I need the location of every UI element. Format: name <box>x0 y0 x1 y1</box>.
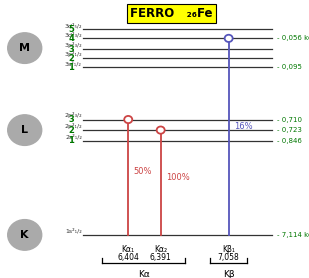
Text: 3s²₁/₂: 3s²₁/₂ <box>65 61 82 66</box>
Text: 2: 2 <box>68 54 74 63</box>
Text: 100%: 100% <box>166 173 190 182</box>
Text: 3p²₃/₂: 3p²₃/₂ <box>64 42 82 48</box>
Text: 3: 3 <box>68 45 74 54</box>
Text: FERRO   ₂₆Fe: FERRO ₂₆Fe <box>130 7 213 20</box>
Text: 2: 2 <box>68 126 74 135</box>
Text: 1: 1 <box>68 136 74 145</box>
Text: M: M <box>19 43 30 53</box>
Circle shape <box>8 33 42 63</box>
Circle shape <box>157 126 165 134</box>
Text: 7,058: 7,058 <box>218 253 239 262</box>
Circle shape <box>8 115 42 145</box>
Text: L: L <box>21 125 28 135</box>
Text: Kα: Kα <box>138 270 150 278</box>
Circle shape <box>225 35 233 42</box>
Text: 1: 1 <box>68 63 74 72</box>
Text: - 0,095: - 0,095 <box>277 64 302 70</box>
Circle shape <box>124 116 132 123</box>
Text: - 0,723: - 0,723 <box>277 127 302 133</box>
Text: - 0,056 keV: - 0,056 keV <box>277 35 309 41</box>
Text: - 0,710: - 0,710 <box>277 116 302 123</box>
Text: 3: 3 <box>68 115 74 124</box>
Text: 6,391: 6,391 <box>150 253 171 262</box>
Text: 50%: 50% <box>134 167 152 176</box>
Text: - 7,114 keV: - 7,114 keV <box>277 232 309 238</box>
Text: 6,404: 6,404 <box>117 253 139 262</box>
Text: Kβ: Kβ <box>223 270 235 278</box>
Text: 1s²₁/₂: 1s²₁/₂ <box>65 228 82 234</box>
Text: Kα₂: Kα₂ <box>154 245 167 254</box>
Text: 2p²₁/₂: 2p²₁/₂ <box>64 123 82 129</box>
Text: 16%: 16% <box>234 122 253 131</box>
Text: 4: 4 <box>68 34 74 43</box>
Text: 2p²₃/₂: 2p²₃/₂ <box>64 112 82 118</box>
Circle shape <box>8 220 42 250</box>
Text: Kβ₁: Kβ₁ <box>222 245 235 254</box>
Text: 2s²₁/₂: 2s²₁/₂ <box>65 134 82 140</box>
Text: 3d²₅/₂: 3d²₅/₂ <box>64 23 82 28</box>
Text: 3d²₃/₂: 3d²₃/₂ <box>64 32 82 37</box>
Text: Kα₁: Kα₁ <box>122 245 135 254</box>
Text: K: K <box>20 230 29 240</box>
Text: 3p²₁/₂: 3p²₁/₂ <box>64 51 82 57</box>
Text: 5: 5 <box>68 25 74 34</box>
Text: - 0,846: - 0,846 <box>277 138 302 144</box>
